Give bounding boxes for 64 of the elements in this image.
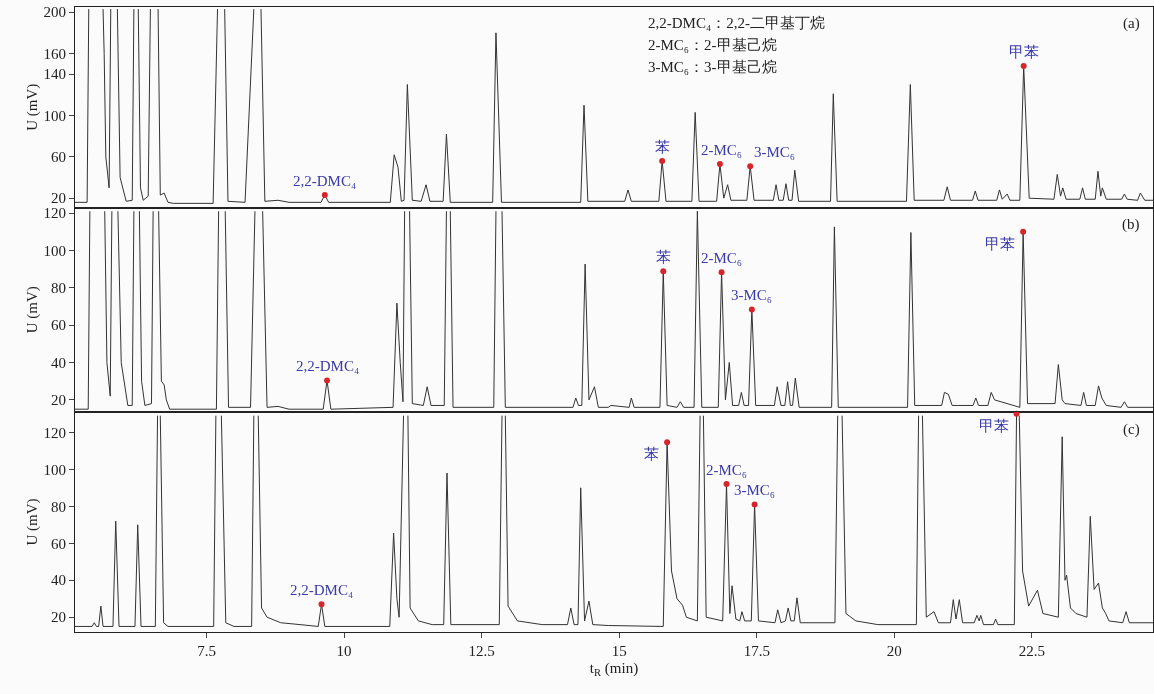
x-axis-title: t$_{R}$ (min) xyxy=(589,660,639,679)
x-tick-label: 7.5 xyxy=(197,643,216,660)
annotation: 甲苯 xyxy=(1009,44,1039,60)
point xyxy=(1020,228,1027,235)
y-tick-label: 160 xyxy=(43,45,66,62)
annotation: (b) xyxy=(1122,216,1140,233)
point xyxy=(664,439,671,446)
point xyxy=(748,306,755,313)
annotation: 3-MC₆ xyxy=(734,482,776,498)
y-tick-label: 100 xyxy=(43,242,66,259)
annotation: 甲苯 xyxy=(985,236,1015,252)
y-tick-label: 120 xyxy=(43,205,66,222)
point xyxy=(751,501,758,508)
annotation: 2-MC₆ xyxy=(701,250,743,266)
y-tick-label: 20 xyxy=(50,392,66,409)
y-tick-label: 20 xyxy=(50,609,66,626)
annotation: 苯 xyxy=(655,139,670,155)
annotation: 3-MC₆ xyxy=(754,144,796,160)
point xyxy=(660,268,667,275)
annotation: 苯 xyxy=(644,446,659,462)
y-axis-title: U (mV) xyxy=(23,498,41,546)
y-tick-label: 140 xyxy=(43,66,66,83)
y-tick-label: 100 xyxy=(43,107,66,124)
y-tick-label: 60 xyxy=(50,317,66,334)
y-tick-label: 80 xyxy=(50,280,66,297)
annotation: 2-MC₆：2-甲基己烷 xyxy=(648,37,777,53)
annotation: (a) xyxy=(1123,15,1140,32)
point xyxy=(747,163,754,170)
annotation: 2,2-DMC₄：2,2-二甲基丁烷 xyxy=(648,15,825,31)
x-tick-label: 12.5 xyxy=(468,643,495,660)
annotation: 2-MC₆ xyxy=(706,462,748,478)
annotation: 2,2-DMC₄ xyxy=(290,582,354,598)
point xyxy=(723,481,730,488)
y-tick-label: 60 xyxy=(50,149,66,166)
y-tick-label: 200 xyxy=(43,4,66,21)
y-tick-label: 20 xyxy=(50,190,66,207)
y-tick-label: 100 xyxy=(43,461,66,478)
point xyxy=(716,161,723,168)
annotation: 2,2-DMC₄ xyxy=(293,173,357,189)
y-tick-label: 120 xyxy=(43,424,66,441)
point xyxy=(324,377,331,384)
x-tick-label: 22.5 xyxy=(1018,643,1046,660)
annotation: 3-MC₆：3-甲基己烷 xyxy=(648,59,777,75)
annotation: 3-MC₆ xyxy=(731,287,773,303)
annotation: 甲苯 xyxy=(979,418,1009,434)
x-tick-label: 17.5 xyxy=(743,643,770,660)
point xyxy=(659,157,666,164)
annotation: 苯 xyxy=(656,249,671,265)
annotation: 2,2-DMC₄ xyxy=(296,358,360,374)
point xyxy=(318,601,325,608)
y-tick-label: 40 xyxy=(50,572,66,589)
point xyxy=(1020,62,1027,69)
y-axis-title: U (mV) xyxy=(23,286,41,334)
annotation: (c) xyxy=(1123,421,1140,438)
x-tick-label: 15 xyxy=(611,643,627,660)
point xyxy=(321,192,328,199)
x-tick-label: 20 xyxy=(886,643,902,660)
y-tick-label: 60 xyxy=(50,535,66,552)
y-axis-title: U (mV) xyxy=(23,83,41,131)
y-tick-label: 80 xyxy=(50,498,66,515)
y-tick-label: 40 xyxy=(50,354,66,371)
x-tick-label: 10 xyxy=(336,643,352,660)
point xyxy=(718,269,725,276)
annotation: 2-MC₆ xyxy=(701,142,743,158)
